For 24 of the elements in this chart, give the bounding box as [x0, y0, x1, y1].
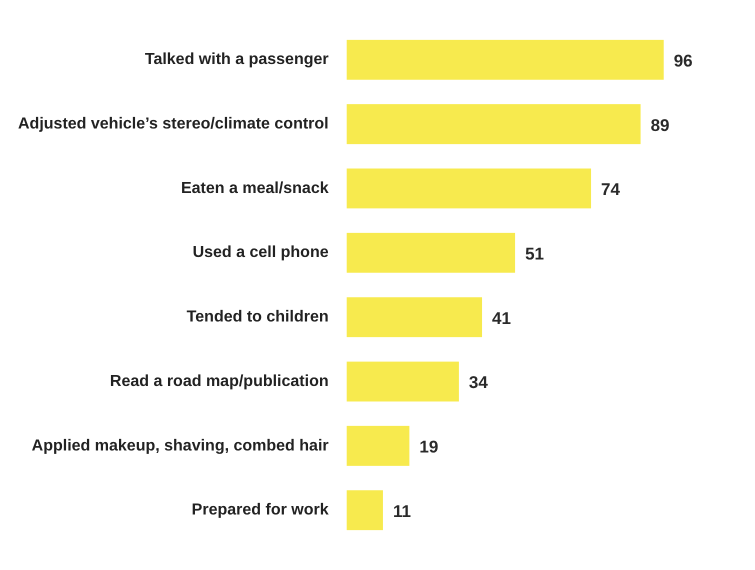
bar [346, 232, 516, 273]
bar [346, 297, 482, 338]
y-tick-label: Read a road map/publication [110, 372, 329, 390]
data-label: 34 [468, 373, 488, 392]
data-label: 51 [525, 244, 544, 264]
y-tick-label: Talked with a passenger [144, 51, 329, 68]
data-label: 11 [392, 502, 411, 521]
data-label: 89 [650, 116, 670, 135]
bar [346, 104, 641, 144]
bar [346, 168, 592, 208]
y-tick-label: Tended to children [186, 308, 329, 326]
bar [346, 40, 664, 80]
bar [346, 490, 383, 530]
data-label: 74 [601, 180, 621, 200]
y-tick-label: Prepared for work [192, 502, 329, 519]
y-tick-label: Adjusted vehicle’s stereo/climate control [18, 116, 329, 133]
y-tick-label: Applied makeup, shaving, combed hair [32, 437, 329, 454]
data-label: 41 [492, 308, 511, 328]
bar [346, 362, 459, 402]
data-label: 19 [419, 438, 438, 457]
y-tick-label: Eaten a meal/snack [180, 180, 329, 197]
y-tick-label: Used a cell phone [192, 244, 329, 262]
data-label: 96 [674, 51, 693, 70]
bar [346, 426, 410, 466]
